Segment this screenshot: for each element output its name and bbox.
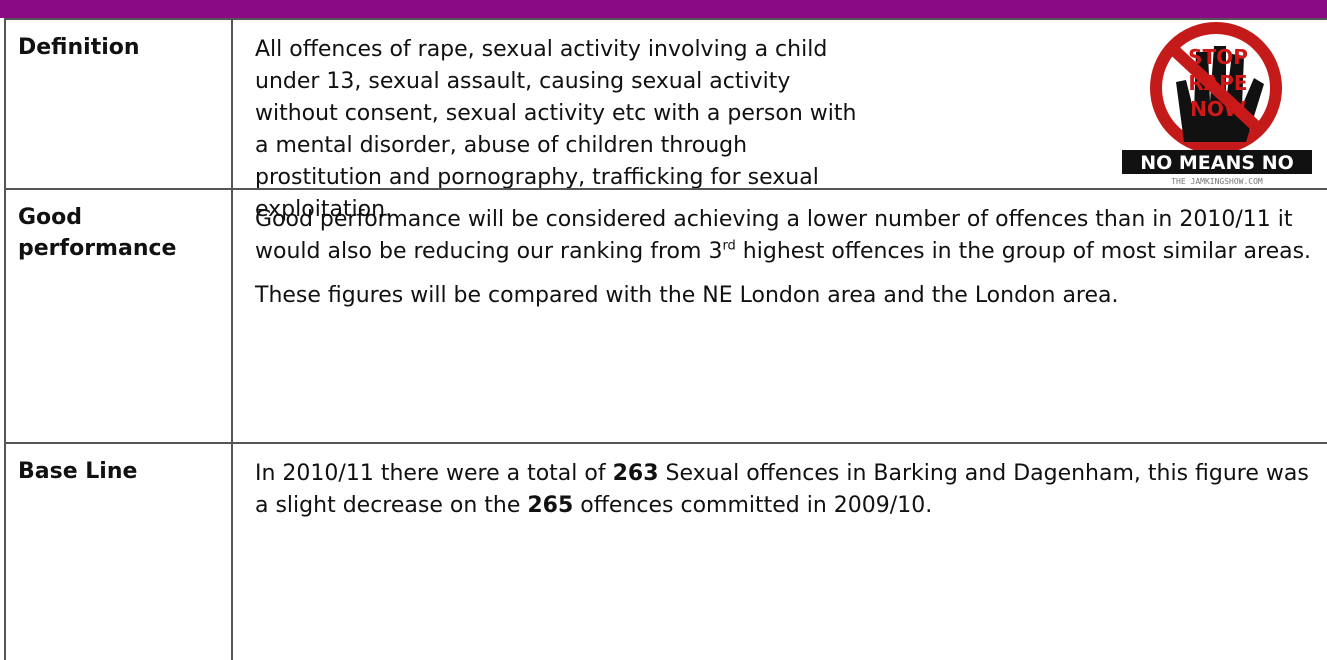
row-label: Good performance: [4, 190, 233, 442]
text-run: offences committed in 2009/10.: [573, 493, 932, 518]
row-text: Good performance will be considered achi…: [233, 190, 1315, 324]
logo-text: NOW: [1190, 97, 1246, 121]
text-run: In 2010/11 there were a total of: [255, 461, 613, 486]
paragraph: These figures will be compared with the …: [255, 280, 1315, 312]
text-run: rd: [722, 239, 735, 254]
table-row: Base Line In 2010/11 there were a total o…: [4, 442, 1327, 660]
logo-banner-text: NO MEANS NO: [1140, 152, 1294, 174]
table-row: Good performance Good performance will be…: [4, 188, 1327, 442]
paragraph: Good performance will be considered achi…: [255, 204, 1315, 268]
row-label: Definition: [4, 20, 233, 188]
row-text: In 2010/11 there were a total of 263 Sex…: [233, 444, 1315, 534]
paragraph: In 2010/11 there were a total of 263 Sex…: [255, 458, 1315, 522]
text-run: These figures will be compared with the …: [255, 283, 1119, 308]
text-run: 265: [527, 493, 573, 518]
text-run: 263: [613, 461, 659, 486]
logo-credit: THE JAMKINGSHOW.COM: [1171, 177, 1263, 186]
page: DefinitionAll offences of rape, sexual a…: [0, 0, 1327, 660]
logo-text: RAPE: [1188, 71, 1247, 95]
text-run: highest offences in the group of most si…: [736, 239, 1311, 264]
header-bar: [0, 0, 1327, 18]
row-label: Base Line: [4, 444, 233, 660]
logo-text: STOP: [1188, 45, 1248, 69]
